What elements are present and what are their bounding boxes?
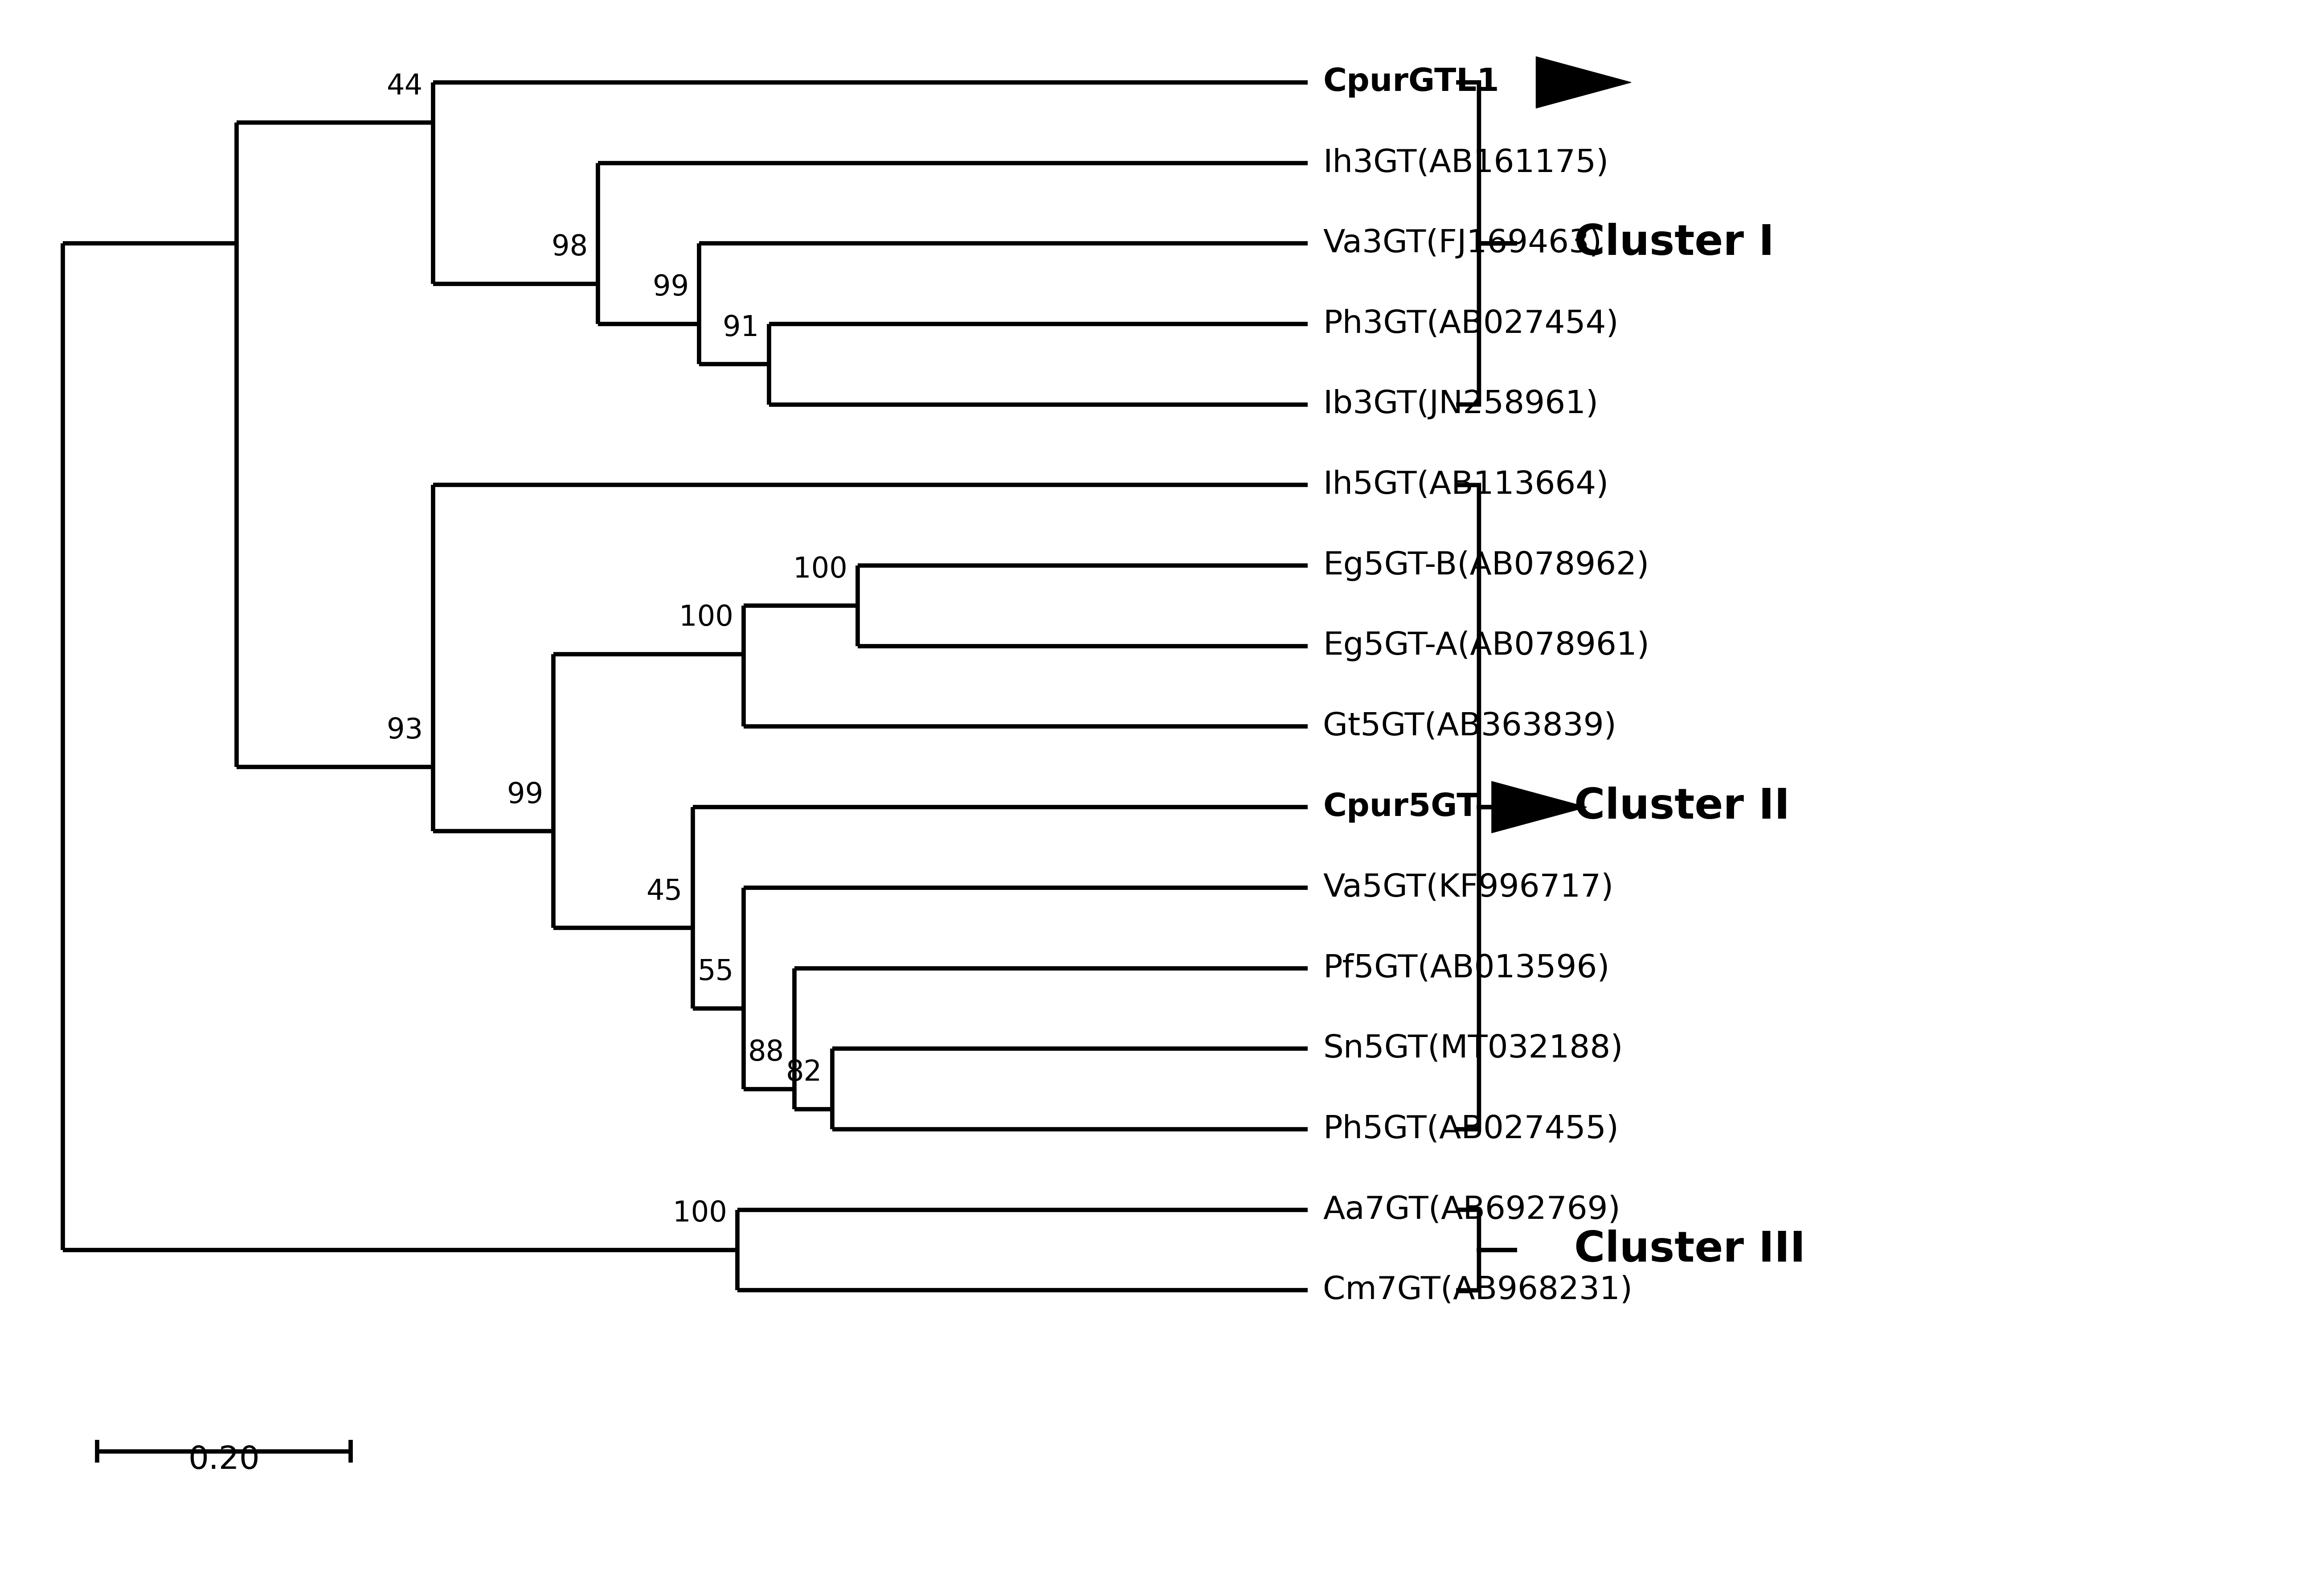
Text: Ib3GT(JN258961): Ib3GT(JN258961) — [1322, 389, 1599, 420]
Text: 82: 82 — [786, 1059, 823, 1086]
Text: 98: 98 — [551, 233, 588, 261]
Text: Cluster I: Cluster I — [1573, 224, 1773, 264]
Text: Gt5GT(AB363839): Gt5GT(AB363839) — [1322, 711, 1618, 741]
Text: Aa7GT(AB692769): Aa7GT(AB692769) — [1322, 1195, 1620, 1225]
Text: 88: 88 — [748, 1039, 783, 1067]
Text: Ph5GT(AB027455): Ph5GT(AB027455) — [1322, 1114, 1620, 1144]
Text: Cluster III: Cluster III — [1573, 1229, 1806, 1270]
Text: Ph3GT(AB027454): Ph3GT(AB027454) — [1322, 309, 1620, 340]
Text: 100: 100 — [674, 1199, 727, 1228]
Text: Va5GT(KF996717): Va5GT(KF996717) — [1322, 872, 1613, 903]
Text: 99: 99 — [653, 274, 690, 301]
Text: Eg5GT-B(AB078962): Eg5GT-B(AB078962) — [1322, 551, 1650, 581]
Text: 100: 100 — [792, 556, 848, 584]
Text: Pf5GT(AB013596): Pf5GT(AB013596) — [1322, 952, 1611, 984]
Text: Cpur5GT: Cpur5GT — [1322, 792, 1478, 823]
Text: Ih5GT(AB113664): Ih5GT(AB113664) — [1322, 469, 1608, 501]
Text: CpurGTL1: CpurGTL1 — [1322, 68, 1499, 98]
Text: 91: 91 — [723, 315, 760, 342]
Text: Ih3GT(AB161175): Ih3GT(AB161175) — [1322, 148, 1608, 178]
Text: 100: 100 — [679, 604, 734, 631]
Polygon shape — [1492, 781, 1587, 833]
Text: 93: 93 — [386, 716, 423, 745]
Text: Cluster II: Cluster II — [1573, 787, 1789, 828]
Text: Cm7GT(AB968231): Cm7GT(AB968231) — [1322, 1275, 1634, 1306]
Text: 99: 99 — [507, 781, 544, 809]
Text: 44: 44 — [386, 72, 423, 101]
Text: 45: 45 — [646, 878, 683, 905]
Polygon shape — [1536, 57, 1631, 109]
Text: 55: 55 — [697, 959, 734, 985]
Text: Sn5GT(MT032188): Sn5GT(MT032188) — [1322, 1034, 1622, 1064]
Text: 0.20: 0.20 — [188, 1445, 260, 1475]
Text: Eg5GT-A(AB078961): Eg5GT-A(AB078961) — [1322, 631, 1650, 661]
Text: Va3GT(FJ169463): Va3GT(FJ169463) — [1322, 228, 1601, 258]
